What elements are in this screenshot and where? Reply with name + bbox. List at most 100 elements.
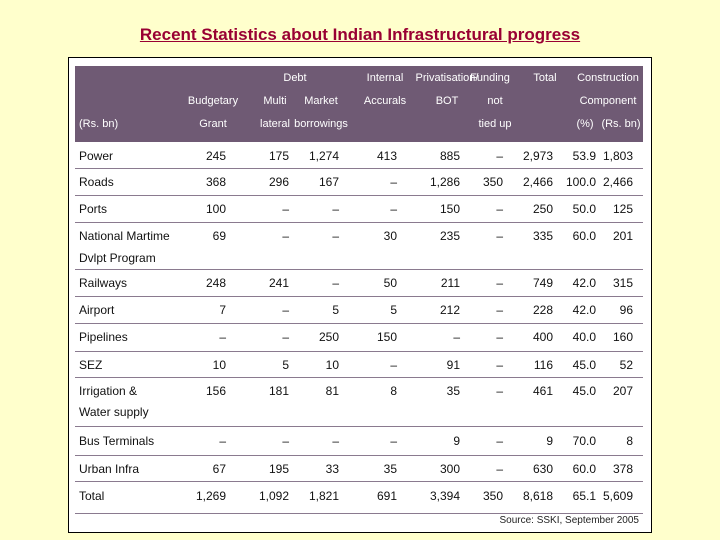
table-row: Railways 248 241 – 50 211 – 749 42.0 315 (75, 269, 643, 297)
cell-total: 2,466 (522, 175, 553, 189)
cell-pct: 45.0 (572, 384, 596, 398)
table-row: Bus Terminals – – – – 9 – 9 70.0 8 (75, 426, 643, 456)
cell-rsbn: 160 (612, 330, 633, 344)
cell-multilateral: – (282, 330, 289, 344)
row-label-line2: Water supply (79, 405, 149, 419)
cell-budgetary: 10 (212, 358, 226, 372)
cell-privatisation: 211 (440, 276, 460, 290)
cell-rsbn: 2,466 (602, 175, 633, 189)
cell-funding: – (496, 303, 503, 317)
cell-funding: – (496, 384, 503, 398)
cell-pct: 40.0 (572, 330, 596, 344)
header-total: Total (533, 72, 557, 84)
cell-market: 1,821 (308, 489, 339, 503)
cell-multilateral: 241 (268, 276, 289, 290)
header-multi-2: lateral (260, 118, 290, 130)
header-privatisation-1: Privatisation/ (415, 72, 479, 84)
row-label: Urban Infra (79, 462, 140, 476)
cell-total: 228 (532, 303, 553, 317)
table-header: Debt Internal Privatisation/ Funding Tot… (75, 66, 643, 142)
cell-budgetary: 67 (212, 462, 226, 476)
row-label: Railways (79, 276, 128, 290)
cell-rsbn: 5,609 (602, 489, 633, 503)
header-funding-2: not (487, 95, 503, 107)
cell-rsbn: 52 (619, 358, 633, 372)
cell-pct: 70.0 (572, 434, 596, 448)
table-row: Roads 368 296 167 – 1,286 350 2,466 100.… (75, 168, 643, 196)
cell-multilateral: 296 (268, 175, 289, 189)
cell-multilateral: 195 (268, 462, 289, 476)
cell-privatisation: 212 (439, 303, 460, 317)
header-rsbn: (Rs. bn) (601, 118, 641, 130)
table-row: Irrigation & Water supply 156 181 81 8 3… (75, 377, 643, 427)
cell-funding: – (496, 358, 503, 372)
cell-budgetary: 248 (205, 276, 226, 290)
cell-internal: 50 (383, 276, 397, 290)
header-construction-2: Component (579, 95, 637, 107)
cell-privatisation: 235 (439, 229, 460, 243)
cell-market: 1,274 (308, 149, 339, 163)
page-title: Recent Statistics about Indian Infrastru… (139, 25, 581, 44)
cell-pct: 65.1 (572, 489, 596, 503)
cell-pct: 60.0 (572, 229, 596, 243)
table-row: Urban Infra 67 195 33 35 300 – 630 60.0 … (75, 455, 643, 482)
cell-pct: 42.0 (572, 276, 596, 290)
cell-market: 33 (325, 462, 339, 476)
cell-multilateral: – (282, 202, 289, 216)
row-label: Total (79, 489, 105, 503)
header-market-2: borrowings (294, 118, 348, 130)
cell-internal: – (390, 358, 397, 372)
cell-budgetary: – (219, 434, 226, 448)
source-note: Source: SSKI, September 2005 (499, 515, 639, 526)
table-row: Airport 7 – 5 5 212 – 228 42.0 96 (75, 296, 643, 324)
header-funding-3: tied up (478, 118, 512, 130)
cell-total: 400 (532, 330, 553, 344)
cell-budgetary: 156 (205, 384, 226, 398)
cell-budgetary: 7 (219, 303, 226, 317)
cell-funding: 350 (482, 175, 503, 189)
cell-total: 749 (532, 276, 553, 290)
cell-total: 630 (532, 462, 553, 476)
cell-funding: – (496, 276, 503, 290)
cell-pct: 45.0 (572, 358, 596, 372)
cell-internal: – (390, 434, 397, 448)
cell-internal: 35 (383, 462, 397, 476)
cell-multilateral: 181 (268, 384, 289, 398)
cell-total: 2,973 (522, 149, 553, 163)
cell-pct: 60.0 (572, 462, 596, 476)
cell-internal: 413 (376, 149, 397, 163)
cell-budgetary: 100 (205, 202, 226, 216)
cell-market: 167 (318, 175, 339, 189)
row-label: Airport (79, 303, 115, 317)
header-multi-1: Multi (263, 95, 287, 107)
cell-total: 335 (532, 229, 553, 243)
table-row: Power 245 175 1,274 413 885 – 2,973 53.9… (75, 142, 643, 169)
cell-privatisation: 1,286 (429, 175, 460, 189)
cell-funding: – (496, 229, 503, 243)
cell-multilateral: 5 (282, 358, 289, 372)
cell-market: 81 (325, 384, 339, 398)
row-label: Roads (79, 175, 114, 189)
cell-rsbn: 207 (612, 384, 633, 398)
header-construction-1: Construction (577, 72, 639, 84)
cell-privatisation: 35 (446, 384, 460, 398)
cell-funding: – (496, 462, 503, 476)
cell-market: – (332, 202, 339, 216)
header-budgetary-2: Grant (199, 118, 227, 130)
cell-total: 8,618 (522, 489, 553, 503)
header-budgetary-1: Budgetary (187, 95, 239, 107)
header-internal-1: Internal (366, 72, 404, 84)
row-label: SEZ (79, 358, 103, 372)
cell-multilateral: 175 (268, 149, 289, 163)
cell-multilateral: – (282, 229, 289, 243)
cell-pct: 53.9 (572, 149, 596, 163)
cell-internal: 150 (376, 330, 397, 344)
cell-internal: – (390, 175, 397, 189)
table-row-total: Total 1,269 1,092 1,821 691 3,394 350 8,… (75, 481, 643, 514)
cell-funding: – (496, 202, 503, 216)
table-row: SEZ 10 5 10 – 91 – 116 45.0 52 (75, 351, 643, 378)
table-row: Ports 100 – – – 150 – 250 50.0 125 (75, 195, 643, 223)
header-funding-1: Funding (470, 72, 510, 84)
cell-internal: 5 (390, 303, 397, 317)
cell-privatisation: 91 (446, 358, 460, 372)
